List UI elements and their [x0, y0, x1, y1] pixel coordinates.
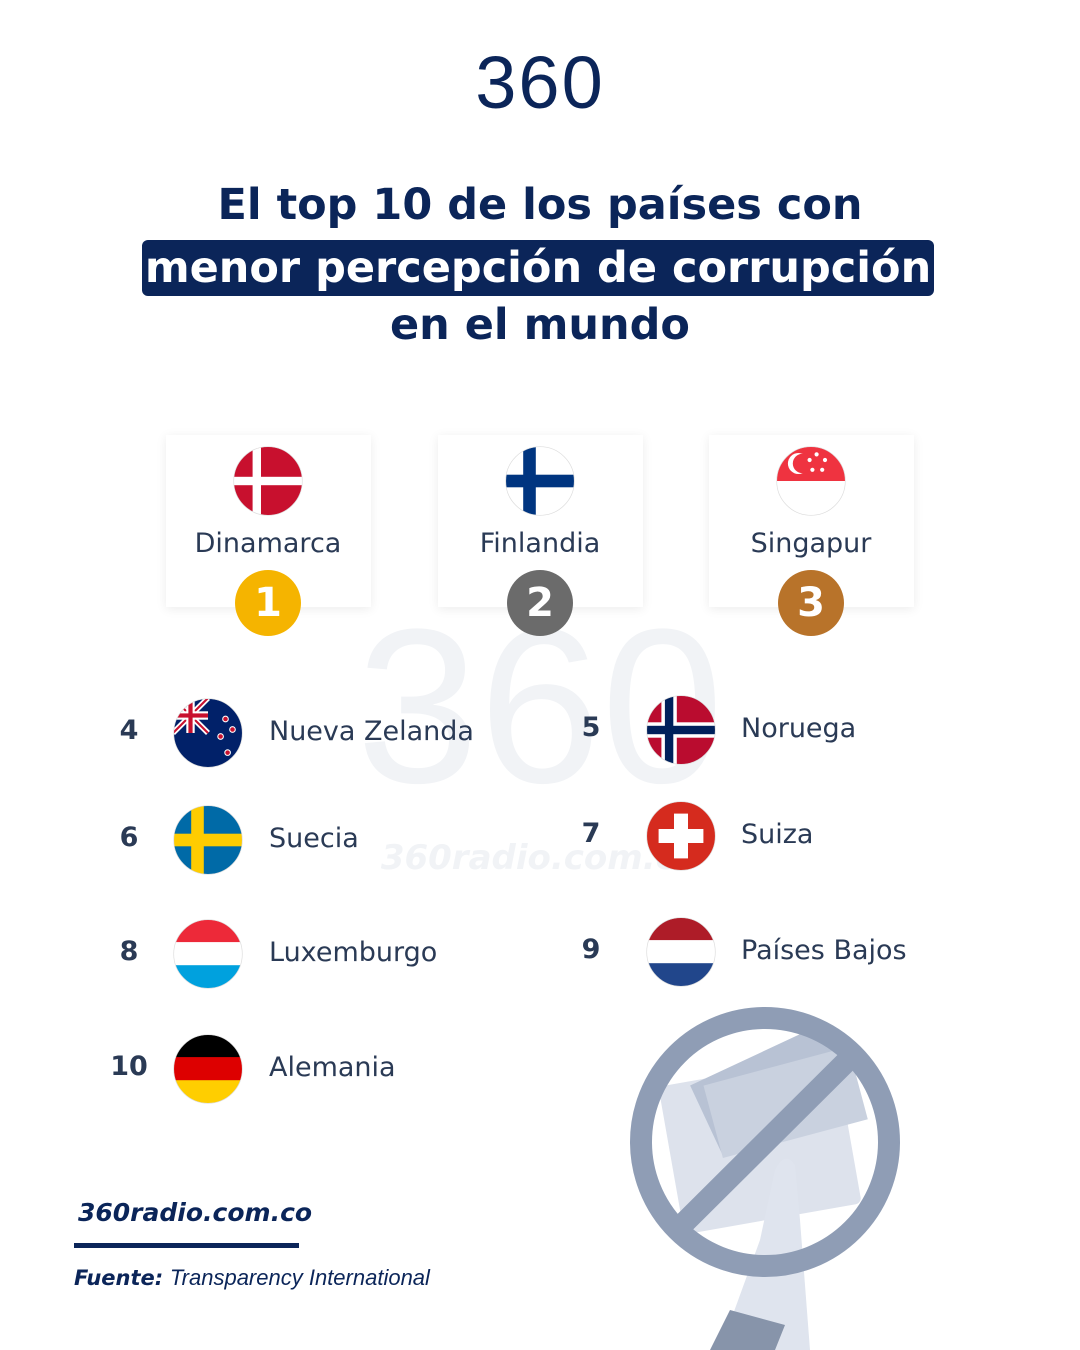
country-name: Alemania	[269, 1052, 396, 1083]
flag	[173, 919, 243, 989]
country-name: Nueva Zelanda	[269, 716, 474, 747]
title-line: El top 10 de los países con	[217, 180, 863, 230]
country-name: Países Bajos	[741, 935, 907, 966]
rank-number: 9	[581, 934, 601, 965]
source-label: Fuente:	[74, 1266, 164, 1290]
flag	[646, 695, 716, 765]
flag	[646, 917, 716, 987]
flag	[646, 801, 716, 871]
flag	[505, 446, 575, 516]
flag	[173, 1034, 243, 1104]
watermark-site: 360radio.com.co	[380, 838, 700, 878]
title-line: en el mundo	[390, 300, 690, 350]
country-name: Suiza	[741, 819, 814, 850]
flag	[173, 698, 243, 768]
rank-number: 4	[119, 715, 139, 746]
country-name: Suecia	[269, 823, 359, 854]
flag	[776, 446, 846, 516]
title-highlight: menor percepción de corrupción	[142, 240, 934, 296]
podium-name: Dinamarca	[194, 528, 342, 559]
podium-name: Finlandia	[479, 528, 601, 559]
footer-rule	[74, 1243, 299, 1248]
rank-number: 5	[581, 712, 601, 743]
podium-rank: 1	[235, 570, 301, 636]
country-name: Noruega	[741, 713, 857, 744]
podium-name: Singapur	[750, 528, 872, 559]
flag	[233, 446, 303, 516]
illustration	[630, 1007, 900, 1350]
footer-source: Fuente: Transparency International	[74, 1265, 430, 1291]
footer-site: 360radio.com.co	[78, 1198, 313, 1227]
podium-rank: 3	[778, 570, 844, 636]
logo: 360	[475, 41, 605, 124]
rank-number: 8	[119, 936, 139, 967]
country-name: Luxemburgo	[269, 937, 438, 968]
flag	[173, 805, 243, 875]
source-name: Transparency International	[169, 1265, 430, 1290]
rank-number: 10	[110, 1051, 148, 1082]
rank-number: 7	[581, 818, 601, 849]
rank-number: 6	[119, 822, 139, 853]
podium-rank: 2	[507, 570, 573, 636]
